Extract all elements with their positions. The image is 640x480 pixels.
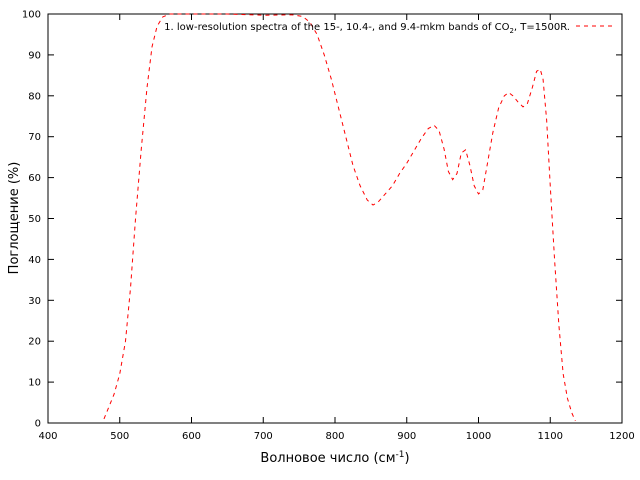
y-tick-label: 50 [28,214,41,225]
axis-tick-labels: 400 500 600 700 800 900 1000 1100 1200 0 10 20 30 40 5… [22,10,635,443]
legend-label-end: , T=1500R. [514,22,570,33]
x-tick-label: 800 [325,431,344,442]
x-axis-title-superscript: -1 [396,450,405,460]
y-tick-label: 80 [28,91,41,102]
y-tick-label: 90 [28,50,41,61]
y-tick-label: 70 [28,132,41,143]
y-tick-label: 0 [35,419,41,430]
y-tick-label: 40 [28,255,41,266]
x-tick-label: 1000 [466,431,491,442]
x-axis-title-end: ) [404,451,409,466]
x-tick-label: 600 [182,431,201,442]
series-layer [103,13,576,422]
plot-frame [47,13,623,424]
x-tick-label: 1100 [538,431,563,442]
y-tick-label: 20 [28,337,41,348]
x-tick-label: 700 [254,431,273,442]
legend-label-subscript: 2 [509,27,513,35]
x-tick-label: 400 [38,431,57,442]
y-tick-label: 10 [28,378,41,389]
axis-ticks [47,13,623,424]
x-tick-label: 900 [397,431,416,442]
legend-label: 1. low-resolution spectra of the 15-, 10… [164,22,570,35]
y-tick-label: 60 [28,173,41,184]
y-tick-label: 30 [28,296,41,307]
x-tick-label: 500 [110,431,129,442]
legend: 1. low-resolution spectra of the 15-, 10… [164,22,612,35]
y-axis-title: Поглощение (%) [7,162,22,275]
x-axis-title: Волновое число (см-1) [260,450,409,466]
series-line [103,13,576,422]
x-tick-label: 1200 [609,431,634,442]
y-tick-label: 100 [22,10,41,21]
